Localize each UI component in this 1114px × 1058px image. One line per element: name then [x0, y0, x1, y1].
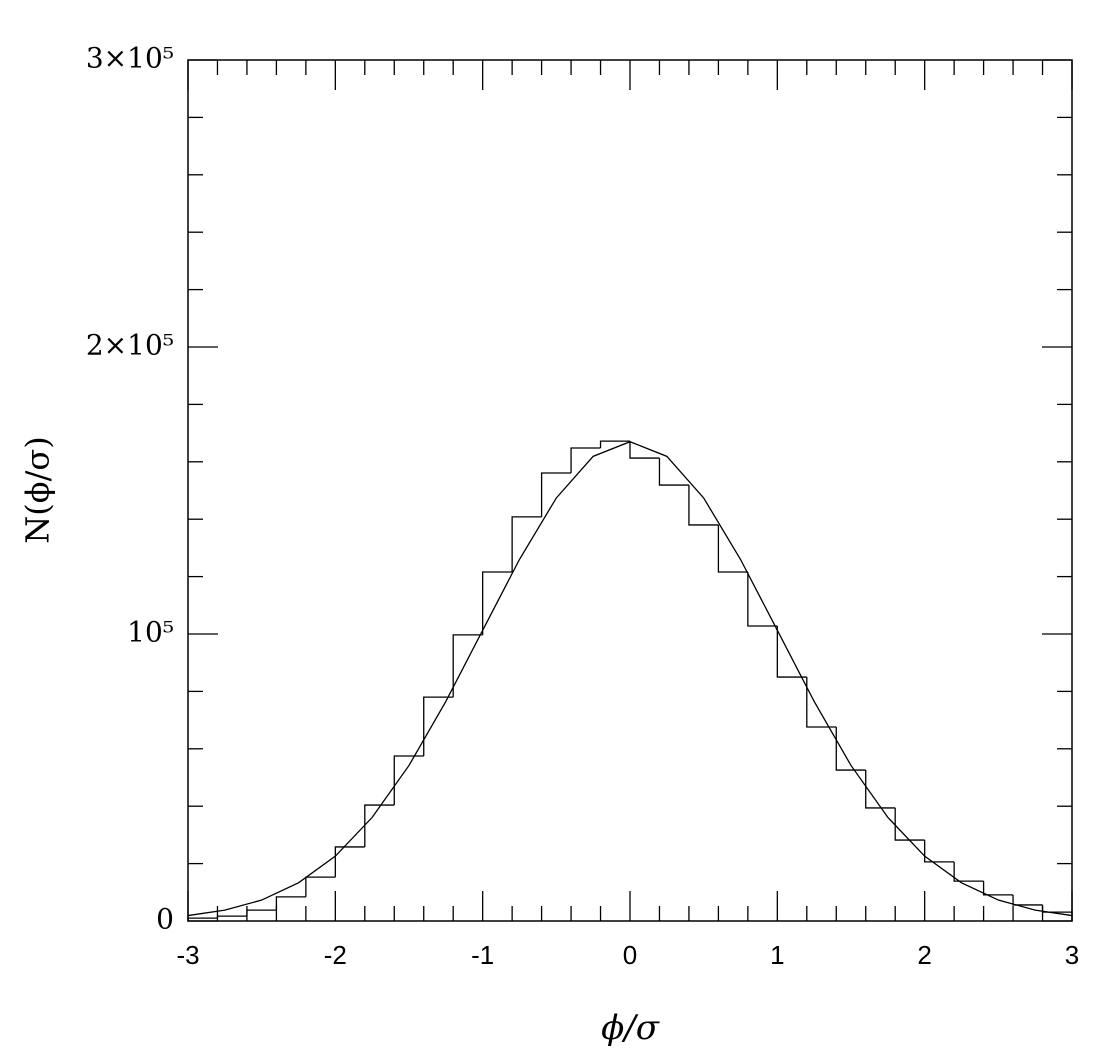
- histogram-step: [334, 846, 365, 878]
- x-tick-label: -1: [471, 940, 494, 970]
- histogram-step: [187, 917, 218, 921]
- histogram-step: [688, 485, 719, 526]
- histogram-step: [629, 441, 660, 459]
- histogram-step: [924, 840, 955, 863]
- histogram-step: [835, 726, 866, 771]
- x-tick-label: -2: [324, 940, 347, 970]
- histogram-step: [865, 770, 896, 809]
- y-tick-label: 0: [156, 903, 174, 936]
- y-tick-label: 3×10⁵: [86, 42, 174, 75]
- histogram-step: [540, 472, 572, 517]
- histogram-step: [1012, 894, 1043, 906]
- histogram-step: [599, 440, 630, 449]
- histogram-step: [747, 572, 778, 627]
- histogram-step: [275, 896, 306, 911]
- histogram-step: [1041, 904, 1073, 921]
- histogram-step: [423, 696, 454, 756]
- histogram-step: [305, 876, 336, 897]
- histogram-step: [216, 915, 247, 919]
- plot-frame: [187, 59, 1073, 922]
- x-tick-label: 2: [917, 940, 931, 970]
- x-tick-label: 3: [1065, 940, 1079, 970]
- y-axis-label: N(ϕ/σ): [19, 436, 57, 543]
- histogram-step: [776, 625, 807, 678]
- y-tick-label: 10⁵: [127, 616, 174, 649]
- x-axis-label: ϕ/σ: [601, 1008, 660, 1048]
- x-tick-label: 1: [770, 940, 784, 970]
- histogram-step: [482, 571, 513, 635]
- x-tick-label: -3: [176, 940, 199, 970]
- histogram-step: [364, 804, 395, 847]
- histogram-step: [246, 909, 277, 917]
- histogram-step: [717, 524, 748, 573]
- histogram-step: [658, 458, 689, 486]
- histogram-step: [806, 677, 837, 728]
- histogram-step: [570, 447, 601, 473]
- histogram-step: [452, 634, 483, 698]
- gaussian-curve: [187, 441, 1073, 917]
- y-tick-label: 2×10⁵: [86, 329, 174, 362]
- x-tick-label: 0: [623, 940, 637, 970]
- histogram-step: [894, 807, 925, 841]
- histogram-step: [982, 881, 1014, 896]
- histogram-step: [953, 861, 984, 882]
- histogram-step: [511, 516, 542, 573]
